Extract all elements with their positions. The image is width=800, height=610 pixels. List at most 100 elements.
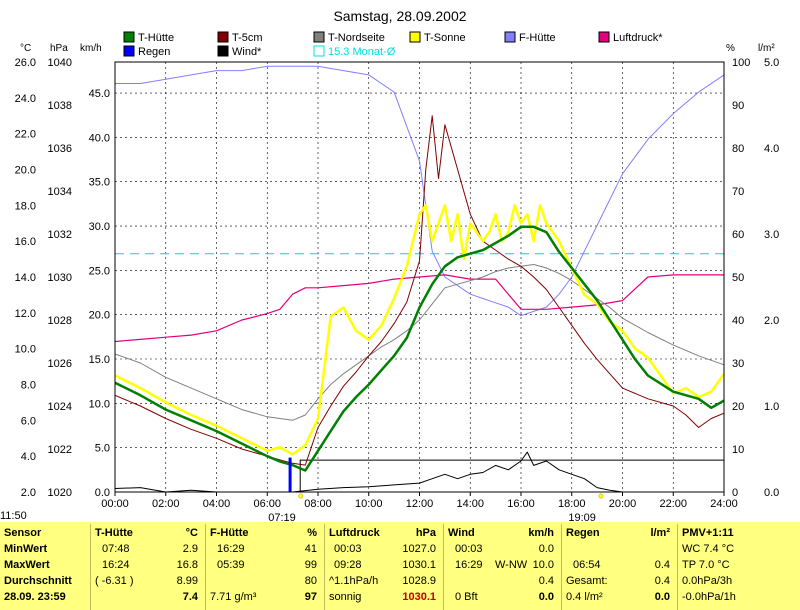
regen-time: 06:54 — [573, 559, 601, 571]
legend-item-f-huette: F-Hütte — [504, 31, 556, 44]
hpa-tick-label: 1040 — [48, 57, 72, 69]
wind-min-time: 00:03 — [455, 543, 483, 555]
x-tick-label: 04:00 — [203, 498, 231, 510]
celsius-tick-label: 10.0 — [15, 344, 36, 356]
row-label-avg: Durchschnitt — [4, 575, 72, 587]
row-label-min: MinWert — [4, 543, 48, 555]
kmh-tick-label: 35.0 — [89, 177, 110, 189]
sun-marker-label: 07:19 — [268, 512, 296, 522]
axis-unit-hpa: hPa — [50, 43, 68, 54]
percent-tick-label: 0 — [732, 487, 738, 499]
row-label-current: 28.09. 23:59 — [4, 591, 66, 603]
legend-item-luftdruck: Luftdruck* — [598, 31, 663, 44]
celsius-tick-label: 2.0 — [21, 487, 36, 499]
stats-t-huette: T-Hütte °C 07:48 2.9 16:24 16.8 ( -6.31 ) 8.… — [92, 524, 204, 610]
hpa-tick-label: 1022 — [48, 444, 72, 456]
wind-current: 0.0 — [538, 591, 554, 603]
kmh-tick-label: 0.0 — [95, 487, 110, 499]
svg-text:T-5cm: T-5cm — [232, 32, 263, 44]
hpa-tick-label: 1038 — [48, 100, 72, 112]
x-tick-label: 10:00 — [355, 498, 383, 510]
f-huette-min-val: 41 — [304, 543, 317, 555]
t-huette-avg-extra: ( -6.31 ) — [95, 575, 134, 587]
legend-item-t-sonne: T-Sonne — [409, 31, 466, 44]
rain-tick-label: 5.0 — [764, 57, 779, 69]
stats-panel — [0, 522, 800, 610]
f-huette-max-val: 99 — [304, 559, 317, 571]
legend: T-Hütte T-5cm T-Nordseite T-Sonne F-Hütt… — [123, 31, 663, 58]
t-huette-current: 7.4 — [182, 591, 198, 603]
series-line-t-h-tte — [114, 225, 725, 472]
luftdruck-max-val: 1030.1 — [402, 559, 436, 571]
pmv-windchill: WC 7.4 °C — [682, 543, 735, 555]
rain-bar — [288, 457, 292, 492]
pmv-dewpoint: TP 7.0 °C — [682, 559, 730, 571]
f-huette-cur-extra: 7.71 g/m³ — [210, 591, 257, 603]
regen-cur-extra: 0.4 l/m² — [566, 591, 603, 603]
percent-tick-label: 40 — [732, 315, 744, 327]
percent-tick-label: 70 — [732, 186, 744, 198]
legend-item-t-huette: T-Hütte — [123, 31, 174, 44]
axis-unit-kmh: km/h — [80, 43, 102, 54]
series-group — [114, 65, 726, 493]
sun-marker — [298, 493, 304, 499]
t-huette-max-val: 16.8 — [176, 559, 198, 571]
svg-text:T-Nordseite: T-Nordseite — [328, 32, 385, 44]
wind-unit: km/h — [528, 527, 554, 539]
hpa-tick-label: 1036 — [48, 143, 72, 155]
celsius-tick-label: 26.0 — [15, 57, 36, 69]
regen-total: 0.4 — [654, 575, 670, 587]
kmh-tick-label: 25.0 — [89, 265, 110, 277]
hpa-tick-label: 1032 — [48, 229, 72, 241]
wind-bft: 0 Bft — [455, 591, 478, 603]
row-label-max: MaxWert — [4, 559, 50, 571]
luftdruck-trend: ^1.1hPa/h — [329, 575, 379, 587]
percent-tick-label: 60 — [732, 229, 744, 241]
t-huette-max-time: 16:24 — [102, 559, 130, 571]
svg-text:Regen: Regen — [138, 46, 170, 58]
luftdruck-current: 1030.1 — [402, 591, 436, 603]
wind-max-dir: W-NW — [495, 559, 528, 571]
weather-chart: Samstag, 28.09.2002 T-Hütte T-5cm T-Nord… — [15, 8, 780, 522]
axis-unit-percent: % — [726, 43, 735, 54]
percent-tick-label: 50 — [732, 272, 744, 284]
regen-unit: l/m² — [650, 527, 670, 539]
legend-item-wind: Wind* — [217, 45, 262, 58]
axes-ticks: 00:00 02:00 04:00 06:00 08:00 10:00 12:00 14:00… — [15, 57, 780, 510]
pmv-trend-3h: 0.0hPa/3h — [682, 575, 733, 587]
celsius-tick-label: 20.0 — [15, 165, 36, 177]
wind-max-time: 16:29 — [455, 559, 483, 571]
t-huette-unit: °C — [185, 527, 198, 539]
percent-tick-label: 100 — [732, 57, 750, 69]
kmh-tick-label: 45.0 — [89, 88, 110, 100]
x-tick-label: 00:00 — [101, 498, 129, 510]
celsius-tick-label: 18.0 — [15, 200, 36, 212]
kmh-tick-label: 30.0 — [89, 221, 110, 233]
legend-item-t-nordseite: T-Nordseite — [313, 31, 385, 44]
svg-text:Luftdruck*: Luftdruck* — [613, 32, 663, 44]
regen-current: 0.0 — [654, 591, 670, 603]
wind-max-val: 10.0 — [532, 559, 554, 571]
x-tick-label: 08:00 — [304, 498, 332, 510]
celsius-tick-label: 6.0 — [21, 415, 36, 427]
f-huette-avg-val: 80 — [304, 575, 317, 587]
f-huette-max-time: 05:39 — [217, 559, 245, 571]
sun-marker-label: 19:09 — [568, 512, 596, 522]
series-line-luftdruck- — [114, 274, 724, 343]
t-huette-min-time: 07:48 — [102, 543, 130, 555]
luftdruck-min-time: 00:03 — [334, 543, 362, 555]
stats-luftdruck: Luftdruck hPa 00:03 1027.0 09:28 1030.1 ^1.… — [326, 524, 442, 610]
celsius-tick-label: 14.0 — [15, 272, 36, 284]
grid — [115, 62, 724, 492]
percent-tick-label: 90 — [732, 100, 744, 112]
sun-marker — [598, 493, 604, 499]
rain-tick-label: 2.0 — [764, 315, 779, 327]
stats-f-huette: F-Hütte% 16:29 41 05:39 99 80 7.71 g/m³ 97 — [207, 524, 323, 610]
pmv-trend-1h: -0.0hPa/1h — [682, 591, 736, 603]
svg-text:Wind*: Wind* — [232, 46, 262, 58]
chart-title: Samstag, 28.09.2002 — [333, 8, 466, 24]
stats-regen: Regen l/m² 06:54 0.4 Gesamt: 0.4 0.4 l/m² 0.… — [563, 524, 676, 610]
time-markers: 07:19 19:09 — [268, 493, 604, 522]
celsius-tick-label: 8.0 — [21, 380, 36, 392]
celsius-tick-label: 12.0 — [15, 308, 36, 320]
